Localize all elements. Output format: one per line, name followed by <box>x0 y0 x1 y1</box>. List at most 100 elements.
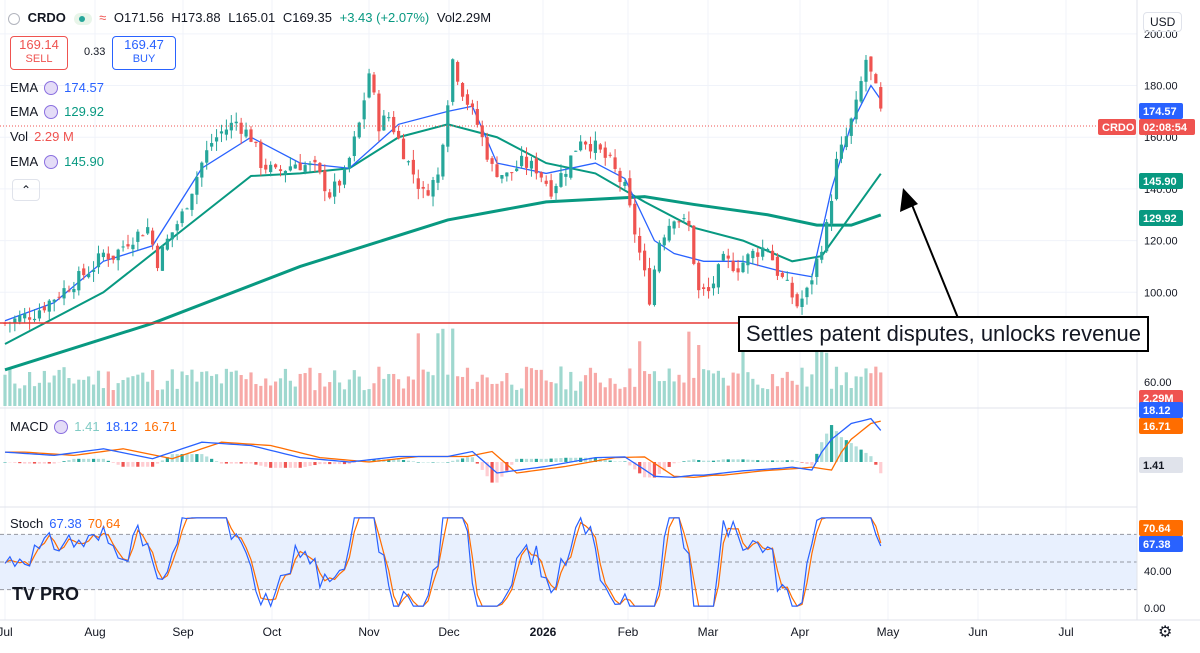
candle[interactable] <box>633 204 636 235</box>
volume-bar[interactable] <box>687 332 690 406</box>
candle[interactable] <box>732 261 735 271</box>
volume-bar[interactable] <box>397 379 400 406</box>
volume-bar[interactable] <box>328 382 331 406</box>
candle[interactable] <box>825 222 828 251</box>
candle[interactable] <box>235 122 238 124</box>
volume-bar[interactable] <box>859 377 862 406</box>
candle[interactable] <box>294 165 297 169</box>
candle[interactable] <box>126 244 129 246</box>
volume-bar[interactable] <box>830 389 833 406</box>
candle[interactable] <box>146 227 149 233</box>
volume-bar[interactable] <box>461 377 464 406</box>
volume-bar[interactable] <box>131 376 134 406</box>
legend-volume[interactable]: Vol 2.29 M <box>10 129 74 144</box>
candle[interactable] <box>609 155 612 156</box>
candle[interactable] <box>525 157 528 168</box>
candle[interactable] <box>136 232 139 242</box>
candle[interactable] <box>244 130 247 137</box>
candle[interactable] <box>240 123 243 134</box>
candle[interactable] <box>205 150 208 162</box>
candle[interactable] <box>156 246 159 268</box>
candle[interactable] <box>638 236 641 253</box>
volume-bar[interactable] <box>864 368 867 406</box>
candle[interactable] <box>495 164 498 177</box>
candle[interactable] <box>850 119 853 136</box>
candle[interactable] <box>112 256 115 260</box>
volume-bar[interactable] <box>249 372 252 406</box>
volume-bar[interactable] <box>176 389 179 406</box>
volume-bar[interactable] <box>805 387 808 406</box>
candle[interactable] <box>53 300 56 302</box>
volume-bar[interactable] <box>732 373 735 406</box>
candle[interactable] <box>43 307 46 311</box>
candle[interactable] <box>781 273 784 277</box>
candle[interactable] <box>490 158 493 164</box>
volume-bar[interactable] <box>402 388 405 406</box>
settings-icon[interactable] <box>44 155 58 169</box>
volume-bar[interactable] <box>781 378 784 406</box>
settings-icon[interactable] <box>44 105 58 119</box>
candle[interactable] <box>879 87 882 109</box>
candle[interactable] <box>289 166 292 170</box>
candle[interactable] <box>786 280 789 281</box>
volume-bar[interactable] <box>185 375 188 406</box>
candle[interactable] <box>584 142 587 145</box>
volume-bar[interactable] <box>259 386 262 406</box>
candle[interactable] <box>220 131 223 133</box>
volume-bar[interactable] <box>205 371 208 406</box>
volume-bar[interactable] <box>264 378 267 406</box>
volume-bar[interactable] <box>500 381 503 406</box>
candle[interactable] <box>166 239 169 250</box>
volume-bar[interactable] <box>466 368 469 406</box>
candle[interactable] <box>402 139 405 160</box>
volume-bar[interactable] <box>313 390 316 406</box>
volume-bar[interactable] <box>215 374 218 406</box>
volume-bar[interactable] <box>648 374 651 406</box>
candle[interactable] <box>141 235 144 236</box>
volume-bar[interactable] <box>343 389 346 406</box>
legend-ema-fast[interactable]: EMA 174.57 <box>10 80 104 95</box>
candle[interactable] <box>318 163 321 172</box>
volume-bar[interactable] <box>304 373 307 406</box>
volume-bar[interactable] <box>540 370 543 406</box>
candle[interactable] <box>864 60 867 82</box>
settings-button[interactable]: ⚙ <box>1158 622 1172 642</box>
volume-bar[interactable] <box>13 384 16 406</box>
volume-bar[interactable] <box>323 387 326 406</box>
candle[interactable] <box>540 172 543 177</box>
volume-bar[interactable] <box>451 329 454 406</box>
volume-bar[interactable] <box>446 375 449 406</box>
candle[interactable] <box>441 145 444 177</box>
volume-bar[interactable] <box>126 377 129 406</box>
volume-bar[interactable] <box>476 382 479 406</box>
volume-bar[interactable] <box>490 384 493 406</box>
volume-bar[interactable] <box>77 380 80 406</box>
volume-bar[interactable] <box>766 389 769 406</box>
candle[interactable] <box>687 221 690 226</box>
volume-bar[interactable] <box>377 367 380 406</box>
volume-bar[interactable] <box>363 390 366 406</box>
candle[interactable] <box>574 151 577 152</box>
volume-bar[interactable] <box>240 375 243 406</box>
volume-bar[interactable] <box>48 383 51 406</box>
volume-bar[interactable] <box>372 383 375 406</box>
candle[interactable] <box>161 246 164 270</box>
volume-bar[interactable] <box>697 345 700 406</box>
candle[interactable] <box>392 117 395 132</box>
volume-bar[interactable] <box>156 390 159 406</box>
candle[interactable] <box>530 161 533 169</box>
candle[interactable] <box>259 142 262 168</box>
volume-bar[interactable] <box>387 374 390 406</box>
volume-bar[interactable] <box>190 370 193 406</box>
candle[interactable] <box>279 169 282 171</box>
candle[interactable] <box>323 170 326 191</box>
volume-bar[interactable] <box>62 367 65 406</box>
volume-bar[interactable] <box>554 383 557 406</box>
volume-bar[interactable] <box>712 373 715 406</box>
candle[interactable] <box>343 169 346 185</box>
candle[interactable] <box>387 117 390 118</box>
volume-bar[interactable] <box>545 380 548 406</box>
candle[interactable] <box>382 116 385 131</box>
volume-bar[interactable] <box>638 341 641 406</box>
candle[interactable] <box>176 224 179 230</box>
